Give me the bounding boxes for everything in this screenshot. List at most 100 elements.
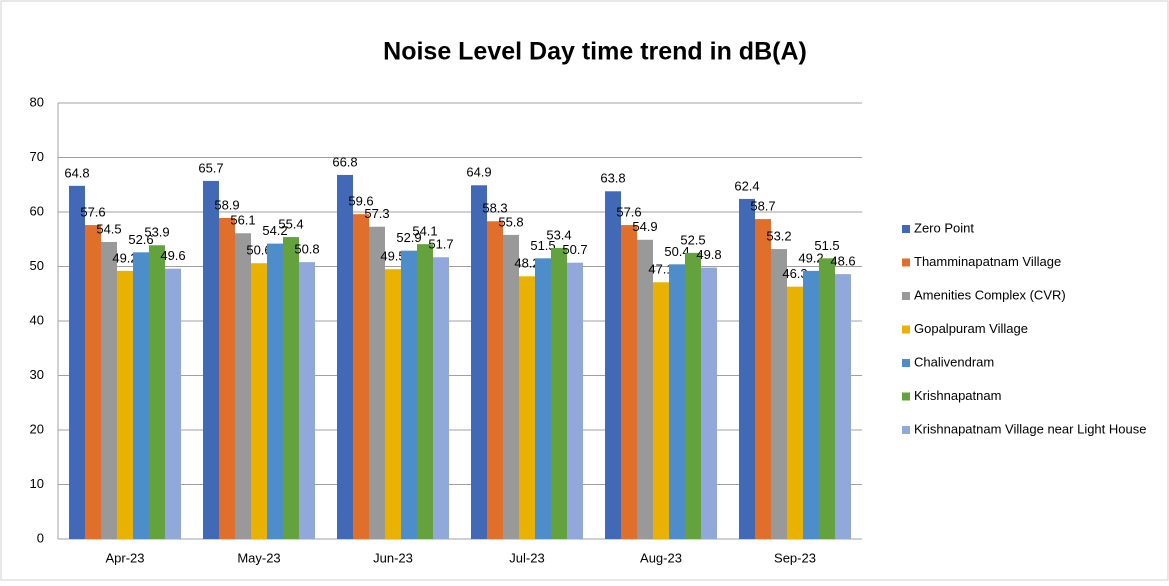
data-label: 56.1 xyxy=(230,213,255,228)
legend-label: Krishnapatnam xyxy=(914,388,1001,403)
data-label: 53.9 xyxy=(144,225,169,240)
bar xyxy=(251,263,267,539)
data-label: 54.2 xyxy=(262,223,287,238)
bar xyxy=(787,286,803,539)
bar xyxy=(637,239,653,540)
legend-label: Amenities Complex (CVR) xyxy=(914,287,1066,302)
bar xyxy=(235,233,251,539)
data-label: 54.1 xyxy=(412,224,437,239)
data-label: 48.2 xyxy=(514,256,539,271)
data-label: 51.5 xyxy=(814,238,839,253)
data-label: 52.6 xyxy=(128,232,153,247)
data-label: 49.2 xyxy=(798,250,823,265)
data-label: 53.4 xyxy=(546,227,571,242)
bar xyxy=(819,258,835,539)
legend-swatch xyxy=(902,258,910,267)
bar xyxy=(653,282,669,539)
data-label: 46.3 xyxy=(782,266,807,281)
bar xyxy=(621,225,637,539)
y-tick-label: 70 xyxy=(30,149,44,164)
legend-label: Zero Point xyxy=(914,220,974,235)
legend-label: Krishnapatnam Village near Light House xyxy=(914,421,1146,436)
bar xyxy=(551,247,567,539)
data-label: 64.9 xyxy=(466,165,491,180)
x-tick-label: May-23 xyxy=(237,550,280,565)
legend-swatch xyxy=(902,359,910,367)
data-label: 49.6 xyxy=(160,248,185,263)
y-tick-label: 40 xyxy=(30,312,44,327)
bar xyxy=(85,225,101,539)
bar xyxy=(133,252,149,539)
bar xyxy=(117,270,133,539)
bar xyxy=(165,268,181,539)
x-tick-label: Apr-23 xyxy=(105,550,144,565)
data-label: 58.3 xyxy=(482,201,507,216)
legend-swatch xyxy=(902,292,910,300)
data-label: 59.6 xyxy=(348,194,373,209)
legend-label: Thamminapatnam Village xyxy=(914,254,1061,269)
bar xyxy=(369,226,385,539)
bar xyxy=(503,234,519,539)
bar xyxy=(567,262,583,539)
bar xyxy=(417,244,433,539)
bar xyxy=(771,249,787,539)
data-label: 55.8 xyxy=(498,214,523,229)
data-label: 66.8 xyxy=(332,154,357,169)
data-label: 50.8 xyxy=(294,242,319,257)
y-tick-label: 30 xyxy=(30,367,44,382)
bar xyxy=(283,237,299,539)
bar xyxy=(701,267,717,539)
data-label: 53.2 xyxy=(766,228,791,243)
y-tick-label: 10 xyxy=(30,476,44,491)
data-label: 48.6 xyxy=(830,254,855,269)
bar xyxy=(471,185,487,540)
bar xyxy=(337,174,353,539)
bar xyxy=(385,269,401,539)
data-label: 58.9 xyxy=(214,197,239,212)
y-tick-label: 0 xyxy=(37,530,44,545)
data-label: 54.5 xyxy=(96,221,121,236)
legend-label: Gopalpuram Village xyxy=(914,321,1028,336)
bar xyxy=(267,243,283,540)
y-tick-label: 60 xyxy=(30,203,44,218)
chart-title: Noise Level Day time trend in dB(A) xyxy=(383,38,807,66)
legend-swatch xyxy=(902,392,910,401)
x-tick-label: Aug-23 xyxy=(640,550,682,565)
data-label: 51.5 xyxy=(530,238,555,253)
y-tick-label: 80 xyxy=(30,94,44,109)
data-label: 50.4 xyxy=(664,244,689,259)
data-label: 62.4 xyxy=(734,178,759,193)
bar xyxy=(401,250,417,539)
legend-swatch xyxy=(902,225,910,233)
bar xyxy=(487,221,503,539)
x-tick-label: Jul-23 xyxy=(509,550,544,565)
data-label: 52.5 xyxy=(680,232,705,247)
data-label: 49.5 xyxy=(380,249,405,264)
legend-swatch xyxy=(902,426,910,434)
bar xyxy=(219,217,235,539)
bar xyxy=(149,245,165,539)
bar xyxy=(803,270,819,539)
bar xyxy=(519,276,535,539)
bar xyxy=(605,191,621,540)
data-label: 50.7 xyxy=(562,242,587,257)
data-label: 57.3 xyxy=(364,206,389,221)
data-label: 47.1 xyxy=(648,262,673,277)
bar xyxy=(101,241,117,539)
data-label: 57.6 xyxy=(616,205,641,220)
y-tick-label: 20 xyxy=(30,421,44,436)
data-label: 49.8 xyxy=(696,247,721,262)
bar xyxy=(535,258,551,539)
bar xyxy=(669,264,685,539)
bar xyxy=(755,219,771,539)
data-label: 51.7 xyxy=(428,237,453,252)
y-tick-label: 50 xyxy=(30,258,44,273)
legend-label: Chalivendram xyxy=(914,354,994,369)
data-label: 54.9 xyxy=(632,219,657,234)
data-label: 55.4 xyxy=(278,217,303,232)
bar xyxy=(299,262,315,539)
data-label: 52.9 xyxy=(396,230,421,245)
x-tick-label: Jun-23 xyxy=(373,550,413,565)
